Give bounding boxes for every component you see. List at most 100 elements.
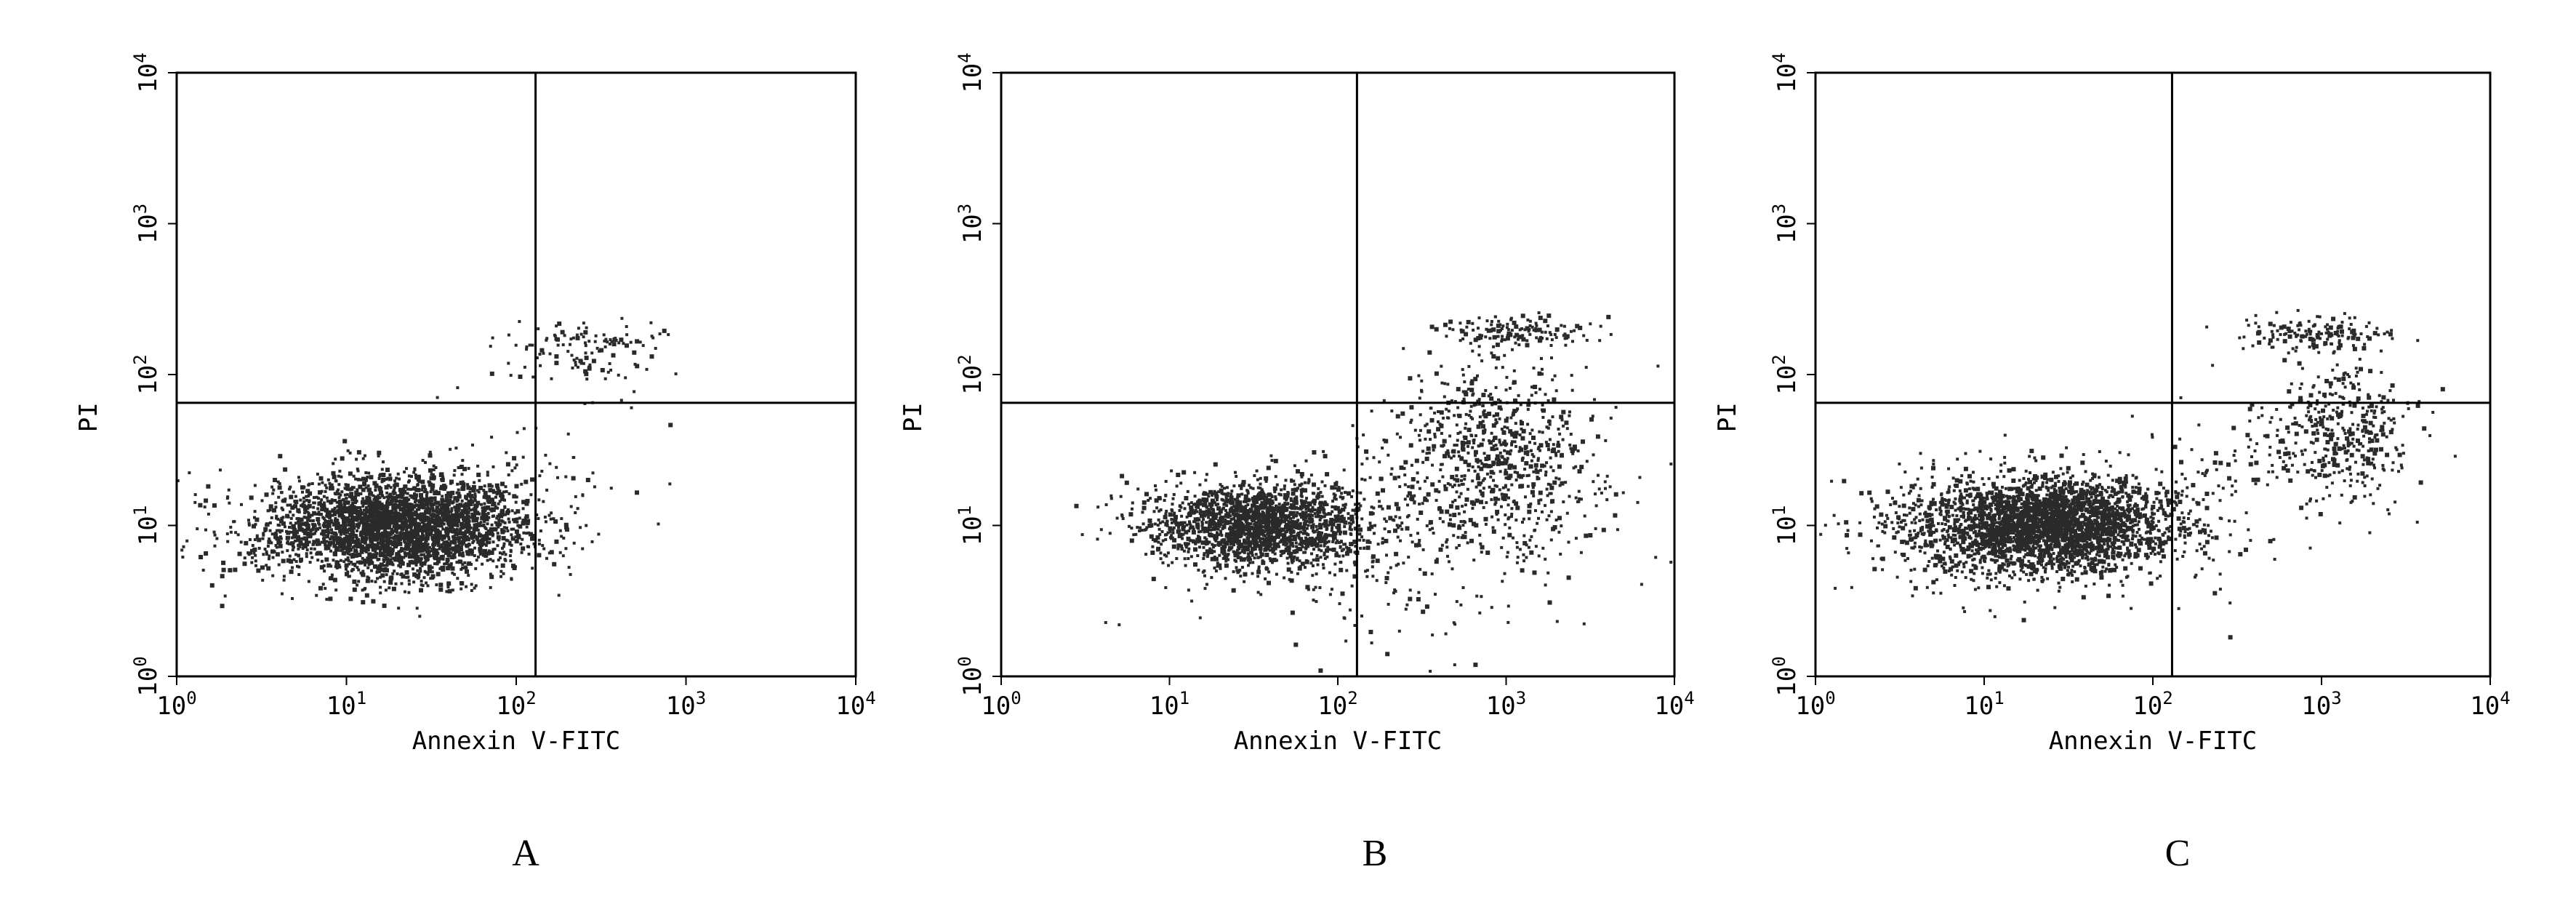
data-point: [525, 521, 530, 525]
data-point: [510, 533, 513, 537]
data-point: [1253, 540, 1258, 545]
data-point: [387, 519, 390, 523]
data-point: [489, 550, 494, 555]
data-point: [545, 488, 549, 492]
data-point: [1288, 505, 1292, 509]
data-point: [340, 475, 343, 479]
data-point: [351, 510, 356, 515]
data-point: [361, 539, 366, 543]
data-point: [377, 487, 382, 492]
data-point: [353, 548, 358, 553]
data-point: [358, 524, 361, 527]
data-point: [1218, 509, 1223, 514]
data-point: [567, 566, 571, 569]
data-point: [1229, 532, 1232, 536]
x-tick-label: 102: [496, 688, 536, 721]
data-point: [1258, 537, 1261, 541]
data-point: [270, 485, 274, 489]
data-point: [321, 516, 325, 519]
data-point: [1171, 528, 1175, 532]
data-point: [378, 570, 382, 574]
data-point: [366, 566, 370, 569]
data-point: [429, 577, 433, 580]
data-point: [1229, 535, 1232, 538]
data-point: [305, 552, 308, 556]
data-point: [1333, 520, 1337, 524]
data-point: [358, 516, 362, 520]
data-point: [366, 519, 370, 523]
data-point: [1264, 522, 1268, 526]
data-point: [374, 483, 379, 488]
data-point: [368, 492, 372, 496]
data-point: [1280, 517, 1283, 521]
data-point: [1184, 545, 1188, 549]
data-point: [1165, 554, 1168, 558]
data-point: [304, 516, 308, 519]
data-point: [359, 543, 363, 547]
data-point: [1257, 496, 1261, 501]
data-point: [1222, 503, 1226, 506]
data-point: [398, 541, 403, 546]
data-point: [297, 511, 301, 514]
data-point: [1216, 531, 1219, 535]
data-point: [657, 522, 660, 526]
data-point: [525, 345, 529, 348]
data-point: [1312, 523, 1315, 527]
data-point: [1323, 535, 1326, 539]
data-point: [1124, 480, 1129, 485]
data-point: [433, 509, 436, 513]
data-point: [181, 556, 185, 559]
data-point: [569, 343, 571, 346]
data-point: [540, 469, 544, 473]
data-point: [1298, 527, 1301, 530]
data-point: [1234, 509, 1237, 513]
data-point: [505, 489, 508, 493]
data-point: [1337, 486, 1341, 489]
data-point: [324, 519, 327, 522]
data-point: [403, 484, 408, 489]
data-point: [1259, 482, 1262, 486]
data-point: [382, 460, 385, 464]
data-point: [344, 558, 348, 561]
data-point: [486, 529, 490, 533]
data-point: [1316, 534, 1320, 537]
data-point: [1348, 521, 1351, 525]
data-point: [350, 529, 355, 535]
data-point: [466, 483, 470, 487]
data-point: [1313, 503, 1317, 506]
data-point: [358, 511, 361, 515]
data-point: [433, 501, 437, 505]
data-point: [353, 519, 357, 522]
data-point: [385, 543, 389, 547]
data-point: [1160, 530, 1164, 533]
data-point: [473, 499, 477, 503]
data-point: [312, 505, 316, 509]
data-point: [480, 503, 483, 506]
data-point: [1205, 583, 1208, 586]
data-point: [496, 535, 501, 540]
data-point: [632, 350, 637, 355]
data-point: [397, 564, 401, 567]
data-point: [386, 521, 390, 525]
data-point: [1237, 543, 1241, 546]
data-point: [265, 522, 270, 527]
data-point: [381, 494, 385, 497]
data-point: [385, 508, 389, 511]
data-point: [446, 541, 450, 545]
data-point: [383, 550, 387, 553]
data-point: [449, 524, 453, 528]
population-1: [1074, 450, 1467, 596]
data-point: [431, 577, 435, 580]
data-point: [329, 486, 334, 491]
data-point: [584, 356, 589, 361]
data-point: [308, 491, 313, 496]
data-point: [309, 551, 313, 555]
data-point: [447, 535, 451, 539]
y-tick-label: 100: [130, 656, 163, 696]
data-point: [491, 500, 494, 503]
data-point: [405, 467, 408, 471]
data-point: [342, 532, 346, 535]
data-point: [420, 525, 424, 529]
data-point: [591, 471, 595, 475]
data-point: [398, 499, 402, 503]
